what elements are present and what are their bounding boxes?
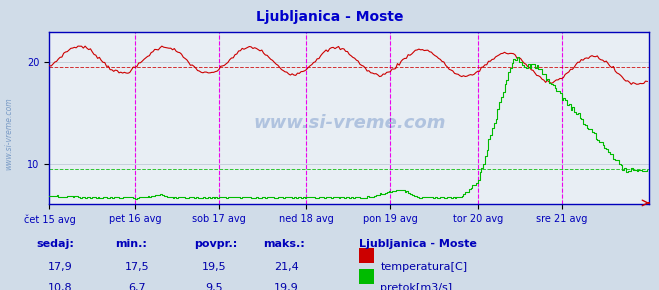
Text: 19,5: 19,5 bbox=[202, 262, 227, 272]
Text: 17,9: 17,9 bbox=[48, 262, 73, 272]
Text: Ljubljanica - Moste: Ljubljanica - Moste bbox=[256, 10, 403, 24]
Text: www.si-vreme.com: www.si-vreme.com bbox=[253, 114, 445, 132]
Text: 19,9: 19,9 bbox=[273, 283, 299, 290]
Text: maks.:: maks.: bbox=[264, 239, 305, 249]
Text: povpr.:: povpr.: bbox=[194, 239, 238, 249]
Text: temperatura[C]: temperatura[C] bbox=[380, 262, 467, 272]
Text: 21,4: 21,4 bbox=[273, 262, 299, 272]
Text: 6,7: 6,7 bbox=[129, 283, 146, 290]
Text: pretok[m3/s]: pretok[m3/s] bbox=[380, 283, 452, 290]
Text: Ljubljanica - Moste: Ljubljanica - Moste bbox=[359, 239, 477, 249]
Text: 9,5: 9,5 bbox=[206, 283, 223, 290]
Text: min.:: min.: bbox=[115, 239, 147, 249]
Text: 10,8: 10,8 bbox=[48, 283, 73, 290]
Text: sedaj:: sedaj: bbox=[36, 239, 74, 249]
Text: www.si-vreme.com: www.si-vreme.com bbox=[4, 97, 13, 170]
Text: 17,5: 17,5 bbox=[125, 262, 150, 272]
